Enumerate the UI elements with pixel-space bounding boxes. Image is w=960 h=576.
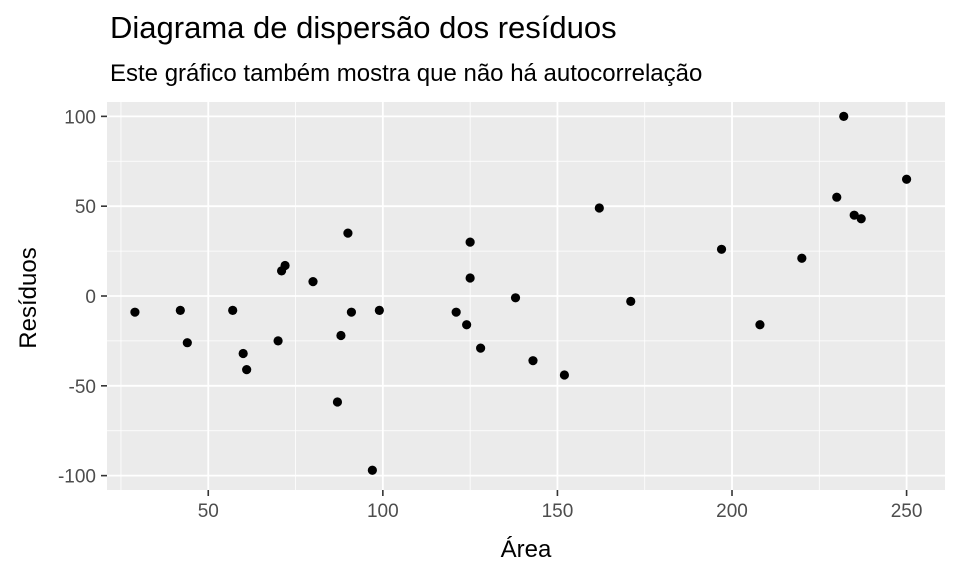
data-point — [626, 296, 636, 306]
x-tick-label: 200 — [716, 501, 748, 522]
y-tick-label: 0 — [85, 287, 96, 308]
y-tick-label: 50 — [75, 197, 96, 218]
data-point — [273, 336, 283, 346]
data-point — [343, 228, 353, 238]
x-axis-ticks: 50 100 150 200 250 — [198, 490, 923, 522]
y-axis-title: Resíduos — [15, 247, 42, 348]
data-point — [849, 210, 859, 220]
chart-title: Diagrama de dispersão dos resíduos — [110, 10, 617, 45]
x-tick-label: 100 — [367, 501, 399, 522]
data-point — [308, 277, 318, 287]
data-point — [175, 305, 185, 315]
data-point — [367, 465, 377, 475]
chart-subtitle: Este gráfico também mostra que não há au… — [110, 60, 703, 87]
data-point — [856, 214, 866, 224]
x-tick-label: 150 — [542, 501, 574, 522]
data-point — [559, 370, 570, 380]
data-point — [839, 111, 849, 121]
data-point — [797, 253, 807, 263]
data-point — [228, 305, 238, 315]
data-point — [476, 343, 486, 353]
y-axis-ticks: -100 -50 0 50 100 — [58, 107, 107, 488]
data-point — [465, 273, 475, 283]
data-point — [901, 174, 912, 184]
data-points — [130, 111, 912, 475]
data-point — [755, 320, 765, 330]
data-point — [130, 307, 140, 317]
x-tick-label: 50 — [198, 501, 219, 522]
data-point — [238, 348, 248, 359]
data-point — [336, 330, 346, 341]
data-point — [594, 203, 604, 213]
x-tick-label: 250 — [891, 501, 923, 522]
data-point — [832, 192, 842, 202]
y-tick-label: 100 — [64, 107, 96, 128]
data-point — [182, 338, 192, 348]
y-tick-label: -100 — [58, 467, 96, 488]
data-point — [528, 356, 538, 366]
y-tick-label: -50 — [69, 377, 96, 398]
data-point — [462, 320, 472, 330]
data-point — [465, 237, 475, 247]
data-point — [451, 307, 461, 317]
grid-major — [107, 102, 945, 490]
data-point — [374, 305, 384, 315]
data-point — [510, 293, 521, 303]
data-point — [332, 397, 343, 407]
x-axis-title: Área — [501, 536, 552, 563]
data-point — [242, 365, 252, 375]
data-point — [716, 244, 727, 254]
data-point — [346, 307, 357, 317]
data-point — [280, 260, 290, 271]
